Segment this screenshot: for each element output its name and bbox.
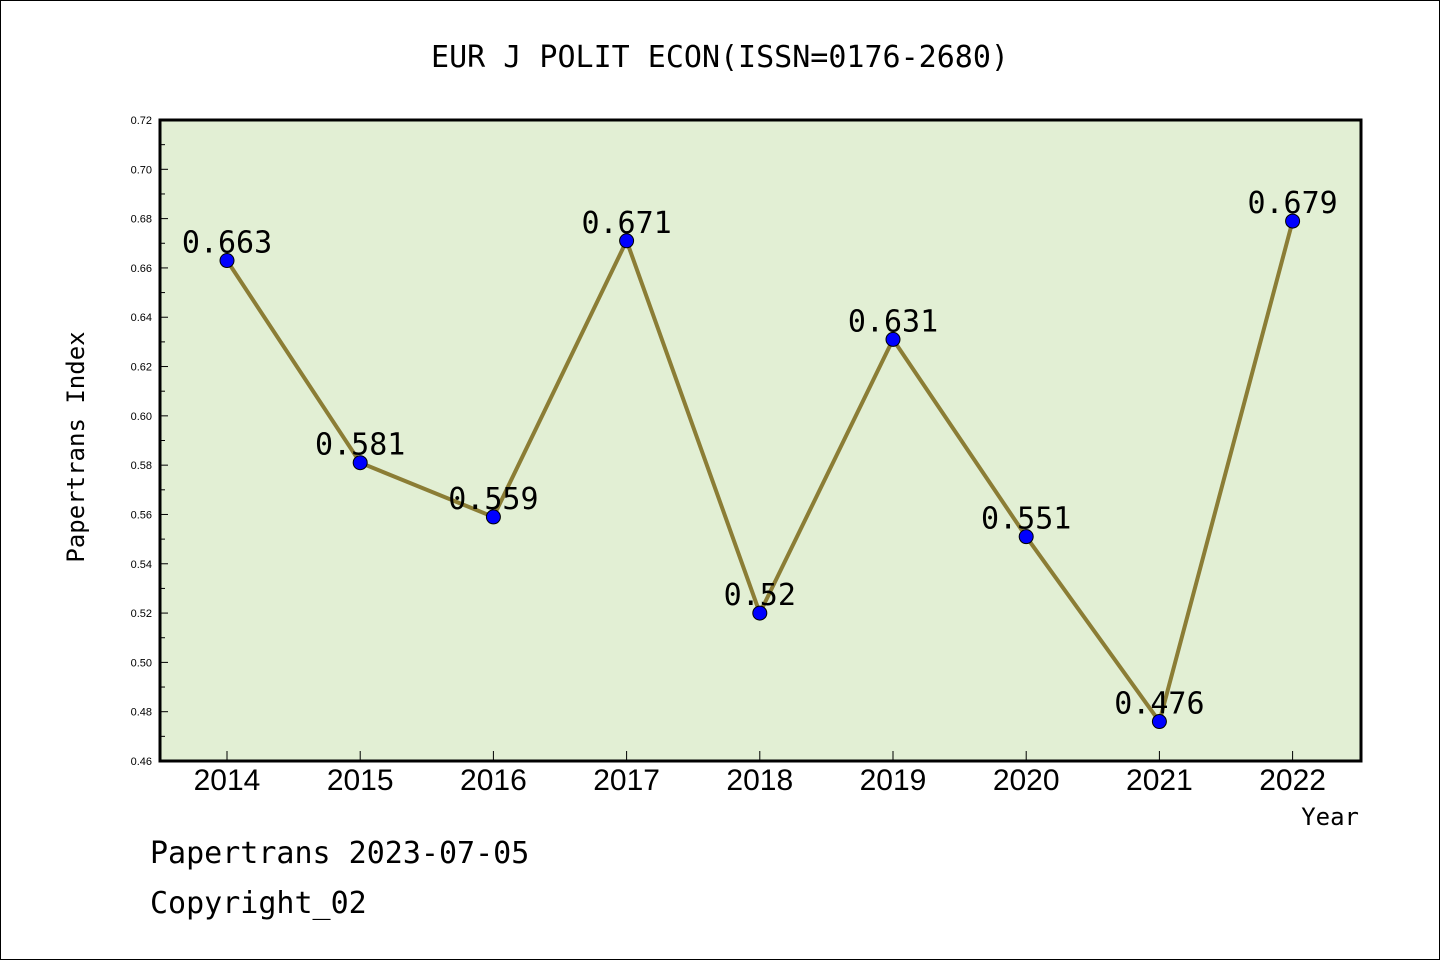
y-tick-label: 0.60 (131, 411, 152, 423)
data-point-label: 0.671 (581, 206, 671, 241)
data-point-marker (219, 253, 235, 269)
y-tick-label: 0.48 (131, 707, 152, 719)
data-point-label: 0.679 (1247, 186, 1337, 221)
y-axis-label: Papertrans Index (62, 331, 90, 562)
data-point-marker (619, 233, 635, 249)
footer-copyright-text: Copyright_02 (150, 886, 367, 921)
y-tick-label: 0.64 (131, 312, 152, 324)
y-axis: 0.46 0.48 0.50 0.52 0.54 0.56 0.58 0.60 0.62 0.64… (131, 115, 168, 768)
y-tick-label: 0.56 (131, 509, 152, 521)
markers-group (219, 213, 1301, 730)
x-tick-label: 2022 (1259, 764, 1326, 797)
data-point-marker (752, 605, 768, 621)
x-tick-label: 2016 (460, 764, 527, 797)
data-point-marker (352, 455, 368, 471)
data-point-label: 0.631 (848, 304, 938, 339)
x-tick-label: 2017 (593, 764, 660, 797)
x-tick-label: 2015 (327, 764, 394, 797)
y-tick-label: 0.58 (131, 460, 152, 472)
y-tick-label: 0.50 (131, 657, 152, 669)
data-point-label: 0.52 (724, 578, 796, 613)
x-tick-label: 2014 (194, 764, 261, 797)
y-tick-label: 0.72 (131, 115, 152, 127)
x-axis: 2014 2015 2016 2017 2018 2019 2020 2021 2022 (194, 751, 1326, 797)
data-point-marker (885, 331, 901, 347)
data-point-label: 0.551 (981, 502, 1071, 537)
y-tick-label: 0.46 (131, 756, 152, 768)
plot-area (158, 118, 1363, 763)
data-labels-group: 0.663 0.581 0.559 0.671 0.52 0.631 0.551 0.476 0… (182, 186, 1338, 721)
data-point-marker (485, 509, 501, 525)
y-tick-label: 0.68 (131, 214, 152, 226)
x-tick-label: 2021 (1126, 764, 1193, 797)
x-tick-label: 2018 (726, 764, 793, 797)
y-tick-label: 0.54 (131, 559, 152, 571)
y-tick-label: 0.52 (131, 608, 152, 620)
y-tick-label: 0.62 (131, 362, 152, 374)
footer-date-text: Papertrans 2023-07-05 (150, 836, 529, 871)
data-point-label: 0.476 (1114, 687, 1204, 722)
y-tick-label: 0.70 (131, 164, 152, 176)
chart-title: EUR J POLIT ECON(ISSN=0176-2680) (431, 40, 1009, 75)
data-point-label: 0.559 (448, 482, 538, 517)
x-tick-label: 2019 (860, 764, 927, 797)
y-tick-label: 0.66 (131, 263, 152, 275)
data-point-marker (1018, 529, 1034, 545)
data-point-label: 0.581 (315, 428, 405, 463)
data-point-marker (1151, 714, 1167, 730)
x-axis-label: Year (1301, 803, 1359, 831)
data-point-label: 0.663 (182, 226, 272, 261)
x-tick-label: 2020 (993, 764, 1060, 797)
data-point-marker (1285, 213, 1301, 229)
